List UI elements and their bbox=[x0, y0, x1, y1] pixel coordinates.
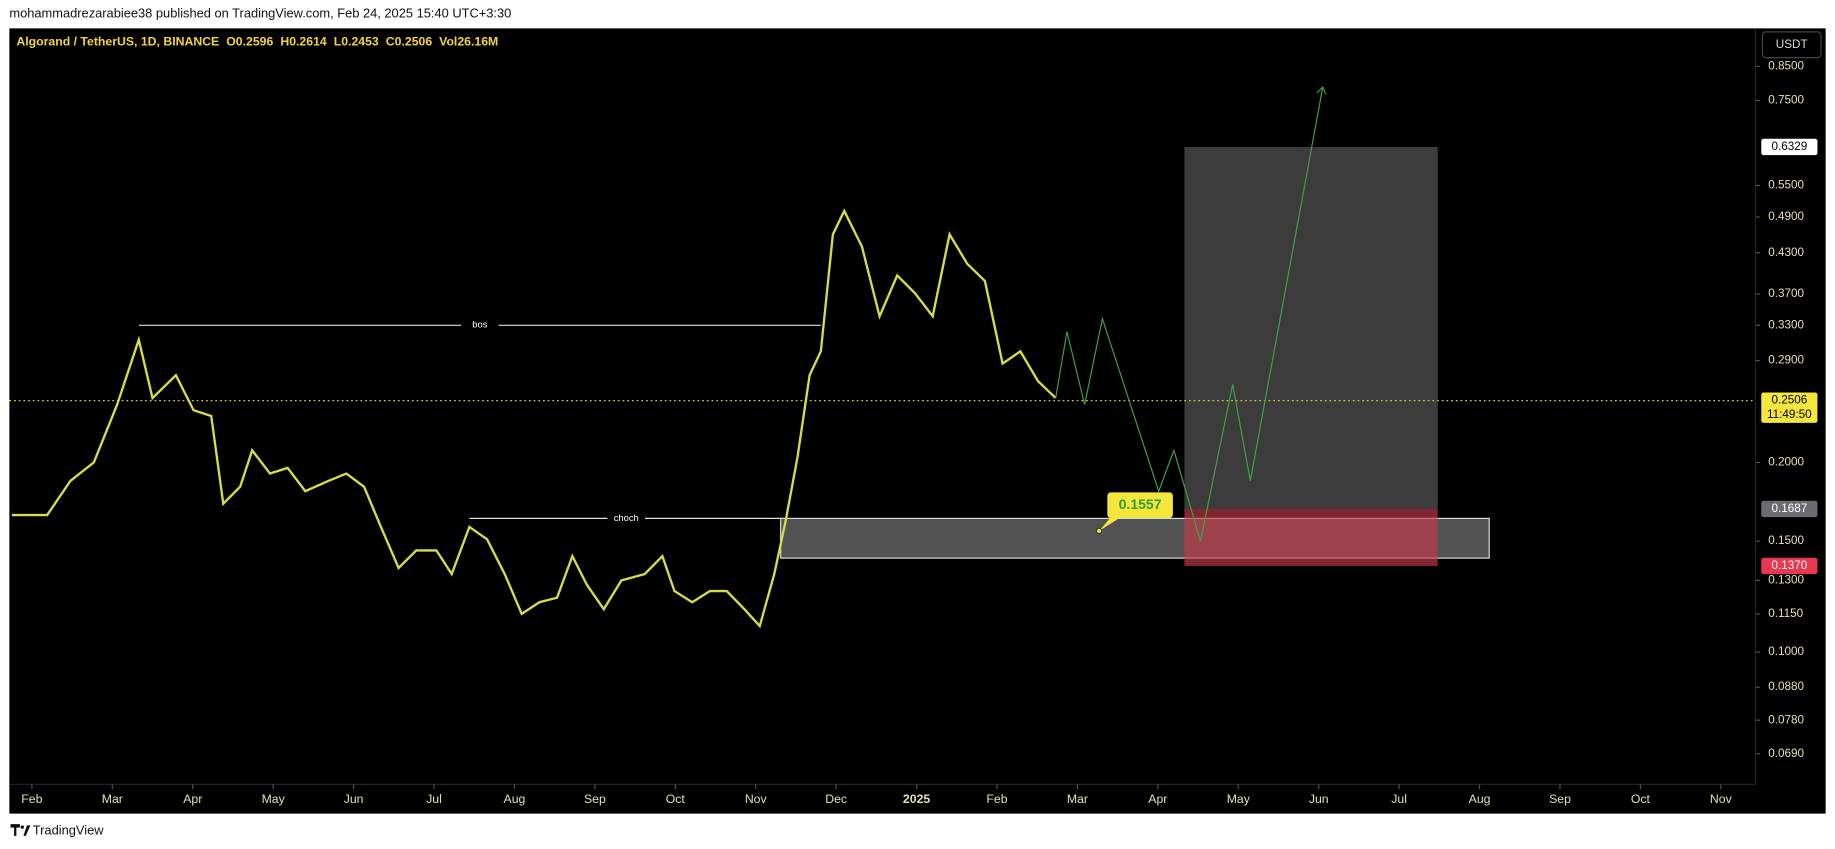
y-tick-label: 0.1500 bbox=[1768, 534, 1804, 547]
footer-brand: TradingView bbox=[33, 823, 104, 838]
x-tick-label: Dec bbox=[825, 792, 847, 806]
x-tick-label: Jul bbox=[426, 792, 442, 806]
y-tick-label: 0.1000 bbox=[1768, 645, 1804, 658]
entry-tag: 0.1687 bbox=[1771, 502, 1807, 515]
y-tick-label: 0.8500 bbox=[1768, 59, 1804, 72]
x-tick-label: Feb bbox=[986, 792, 1007, 806]
level-label-bg bbox=[607, 512, 645, 525]
projection-path bbox=[1055, 87, 1323, 542]
x-tick-label: Apr bbox=[1148, 792, 1167, 806]
x-tick-label: Nov bbox=[745, 792, 768, 806]
ohlc-close: C0.2506 bbox=[386, 35, 433, 49]
x-tick-label: Sep bbox=[584, 792, 606, 806]
ohlc-high: H0.2614 bbox=[280, 35, 327, 49]
level-label: bos bbox=[472, 320, 487, 330]
x-tick-label: Oct bbox=[666, 792, 686, 806]
publisher: mohammadrezarabiee38 published on Tradin… bbox=[9, 6, 511, 21]
logo-mark bbox=[10, 824, 31, 836]
x-tick-label: Sep bbox=[1549, 792, 1571, 806]
x-tick-label: Mar bbox=[1067, 792, 1088, 806]
y-tick-label: 0.3700 bbox=[1768, 287, 1804, 300]
ohlc-low: L0.2453 bbox=[334, 35, 379, 49]
x-tick-label: Jun bbox=[1309, 792, 1329, 806]
x-tick-label: Mar bbox=[102, 792, 123, 806]
callout-pointer bbox=[1099, 514, 1125, 531]
y-tick-label: 0.0880 bbox=[1768, 680, 1804, 693]
last-price-tag: 0.2506 bbox=[1771, 394, 1807, 407]
footer-logo bbox=[10, 824, 31, 836]
stop-tag-bg bbox=[1761, 557, 1818, 575]
y-tick-label: 0.4300 bbox=[1768, 246, 1804, 259]
volume: Vol26.16M bbox=[439, 35, 498, 49]
x-tick-label: May bbox=[262, 792, 286, 806]
x-tick-label: Apr bbox=[183, 792, 202, 806]
price-line bbox=[11, 208, 1057, 629]
y-tick-label: 0.0780 bbox=[1768, 713, 1804, 726]
target-tag-bg bbox=[1761, 138, 1818, 156]
x-tick-label: Aug bbox=[504, 792, 526, 806]
currency-button[interactable] bbox=[1761, 31, 1822, 59]
chart-panel bbox=[9, 28, 1826, 814]
last-price-tag-bg bbox=[1761, 392, 1818, 423]
x-tick-label: Feb bbox=[21, 792, 42, 806]
y-tick-label: 0.2000 bbox=[1768, 455, 1804, 468]
y-tick-label: 0.1150 bbox=[1768, 607, 1803, 620]
x-tick-label: 2025 bbox=[903, 792, 930, 806]
target-area bbox=[1184, 146, 1438, 509]
entry-tag-bg bbox=[1761, 500, 1818, 518]
x-tick-label: Nov bbox=[1710, 792, 1733, 806]
x-tick-label: May bbox=[1227, 792, 1251, 806]
x-tick-label: Jun bbox=[344, 792, 364, 806]
y-tick-label: 0.2900 bbox=[1768, 354, 1804, 367]
y-tick-label: 0.5500 bbox=[1768, 179, 1804, 192]
y-tick-label: 0.3300 bbox=[1768, 318, 1804, 331]
currency-label[interactable]: USDT bbox=[1776, 38, 1808, 51]
level-label-bg bbox=[461, 319, 499, 332]
y-tick-label: 0.1300 bbox=[1768, 573, 1804, 586]
level-label: choch bbox=[614, 513, 639, 523]
y-tick-label: 0.4900 bbox=[1768, 210, 1804, 223]
callout-point bbox=[1096, 527, 1103, 534]
symbol: Algorand / TetherUS, 1D, BINANCE bbox=[16, 35, 219, 49]
x-tick-label: Jul bbox=[1391, 792, 1407, 806]
ohlc-open: O0.2596 bbox=[226, 35, 273, 49]
countdown: 11:49:50 bbox=[1767, 408, 1812, 421]
x-tick-label: Oct bbox=[1631, 792, 1651, 806]
callout-box bbox=[1107, 492, 1173, 519]
y-tick-label: 0.7500 bbox=[1768, 94, 1804, 107]
x-tick-label: Aug bbox=[1469, 792, 1491, 806]
stop-area bbox=[1184, 508, 1438, 566]
stop-tag: 0.1370 bbox=[1771, 559, 1807, 572]
callout-label: 0.1557 bbox=[1119, 496, 1162, 512]
symbol-legend: Algorand / TetherUS, 1D, BINANCE O0.2596 H… bbox=[16, 35, 498, 49]
target-tag: 0.6329 bbox=[1771, 140, 1807, 153]
y-tick-label: 0.0690 bbox=[1768, 747, 1804, 760]
